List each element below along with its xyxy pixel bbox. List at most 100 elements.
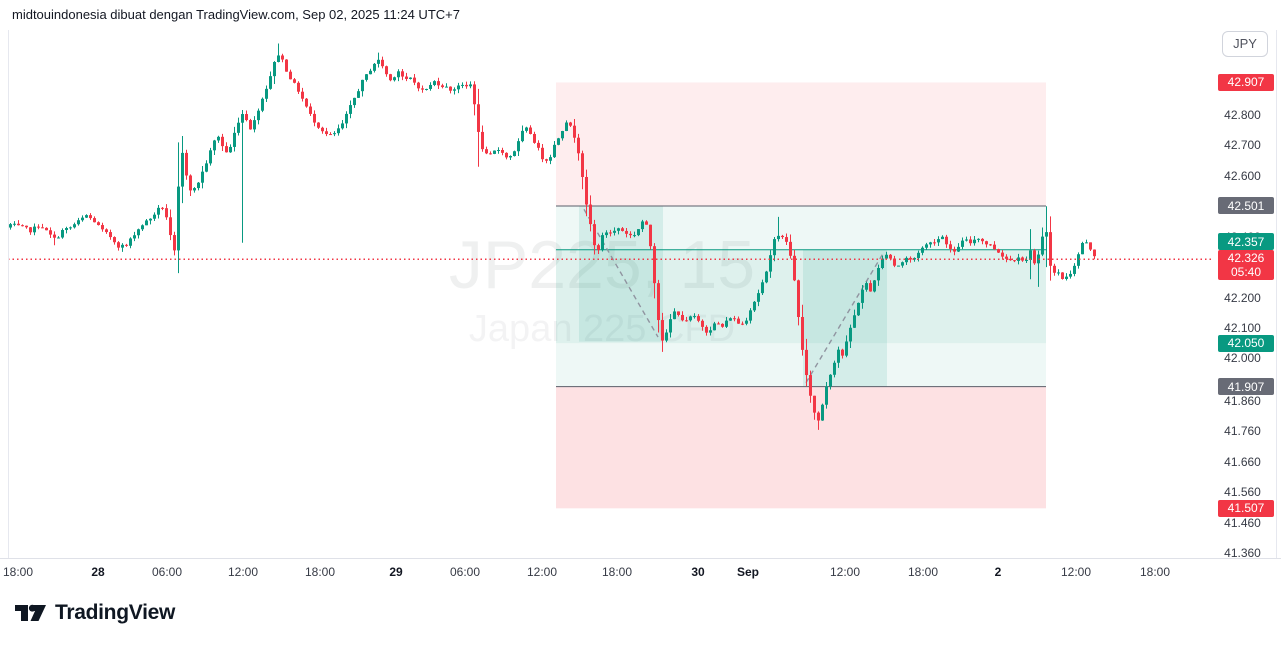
candle: [985, 241, 988, 245]
price-tick-label: 42.200: [1224, 290, 1261, 305]
candle: [553, 144, 556, 158]
candle: [37, 226, 40, 228]
candle: [841, 349, 844, 356]
currency-toggle-button[interactable]: JPY: [1222, 31, 1268, 57]
candle: [609, 232, 612, 234]
candle: [197, 182, 200, 189]
candle: [629, 233, 632, 236]
candle: [265, 88, 268, 99]
price-label-42.501: 42.501: [1218, 197, 1274, 215]
candle: [973, 239, 976, 244]
time-tick-label: 06:00: [151, 565, 183, 579]
candle: [457, 85, 460, 90]
candle: [1049, 232, 1052, 266]
candle: [81, 217, 84, 221]
candle: [1073, 265, 1076, 274]
candle: [881, 258, 884, 268]
candle: [537, 142, 540, 148]
tradingview-logo[interactable]: TradingView: [14, 601, 175, 625]
candle: [997, 249, 1000, 253]
candle: [989, 244, 992, 246]
time-axis[interactable]: 18:00 28 06:00 12:00 18:00 29 06:00 12:00 18:00 3…: [0, 558, 1281, 587]
candle: [549, 157, 552, 161]
tradingview-logo-icon: [15, 604, 46, 621]
candle: [253, 120, 256, 130]
candle: [753, 301, 756, 311]
candle: [365, 74, 368, 80]
candle: [389, 74, 392, 81]
candle: [781, 235, 784, 238]
candle: [381, 59, 384, 67]
candle: [1009, 258, 1012, 261]
candle: [565, 122, 568, 132]
candle: [493, 150, 496, 154]
candle: [901, 262, 904, 266]
candle: [737, 318, 740, 324]
candle: [633, 235, 636, 237]
candle: [957, 246, 960, 252]
candle: [245, 114, 248, 121]
candle: [229, 146, 232, 153]
candle: [337, 128, 340, 134]
candle: [425, 88, 428, 90]
candle: [177, 186, 180, 251]
candle: [77, 220, 80, 225]
risk-zone-upper[interactable]: [556, 82, 1046, 206]
candle: [917, 252, 920, 258]
candle: [769, 255, 772, 272]
risk-zone-lower[interactable]: [556, 386, 1046, 509]
candle: [433, 81, 436, 85]
candle: [465, 84, 468, 87]
candle: [1057, 272, 1060, 274]
candle: [793, 255, 796, 281]
candle: [449, 86, 452, 91]
candle: [953, 248, 956, 252]
candle: [397, 71, 400, 78]
candle: [601, 235, 604, 251]
candle: [905, 257, 908, 263]
time-tick-label: 29: [389, 565, 403, 579]
candle: [877, 267, 880, 281]
candle: [909, 257, 912, 260]
price-label-42.357: 42.357: [1218, 233, 1274, 250]
candle: [969, 239, 972, 244]
candle: [961, 240, 964, 247]
candle: [409, 77, 412, 79]
candle: [21, 225, 24, 227]
candle: [805, 349, 808, 376]
candle: [141, 225, 144, 230]
time-tick-label: 12:00: [526, 565, 558, 579]
candle: [745, 320, 748, 324]
time-tick-label: 18:00: [304, 565, 336, 579]
candle: [573, 125, 576, 138]
candle: [17, 223, 20, 226]
candle: [625, 230, 628, 234]
candle: [101, 225, 104, 230]
price-axis[interactable]: JPY 42.80042.70042.60042.40042.20042.100…: [1196, 30, 1281, 560]
tradingview-logo-text: TradingView: [55, 601, 176, 624]
time-tick-label: 18:00: [1139, 565, 1171, 579]
candle: [357, 91, 360, 98]
candle: [937, 239, 940, 243]
candle: [165, 208, 168, 218]
candle: [317, 122, 320, 128]
candle: [285, 59, 288, 72]
time-tick-label: 06:00: [449, 565, 481, 579]
candle: [569, 122, 572, 126]
candle: [361, 79, 364, 92]
trend-line-2[interactable]: [805, 251, 885, 384]
candle: [773, 239, 776, 256]
candle: [649, 224, 652, 247]
candle: [645, 221, 648, 225]
candle: [125, 244, 128, 246]
trend-line-1[interactable]: [583, 208, 659, 338]
candle: [557, 138, 560, 145]
candle: [309, 106, 312, 114]
candle: [249, 120, 252, 130]
candle: [525, 127, 528, 131]
candle: [717, 323, 720, 325]
candle: [145, 220, 148, 226]
candle: [949, 244, 952, 249]
time-tick-label: 12:00: [227, 565, 259, 579]
